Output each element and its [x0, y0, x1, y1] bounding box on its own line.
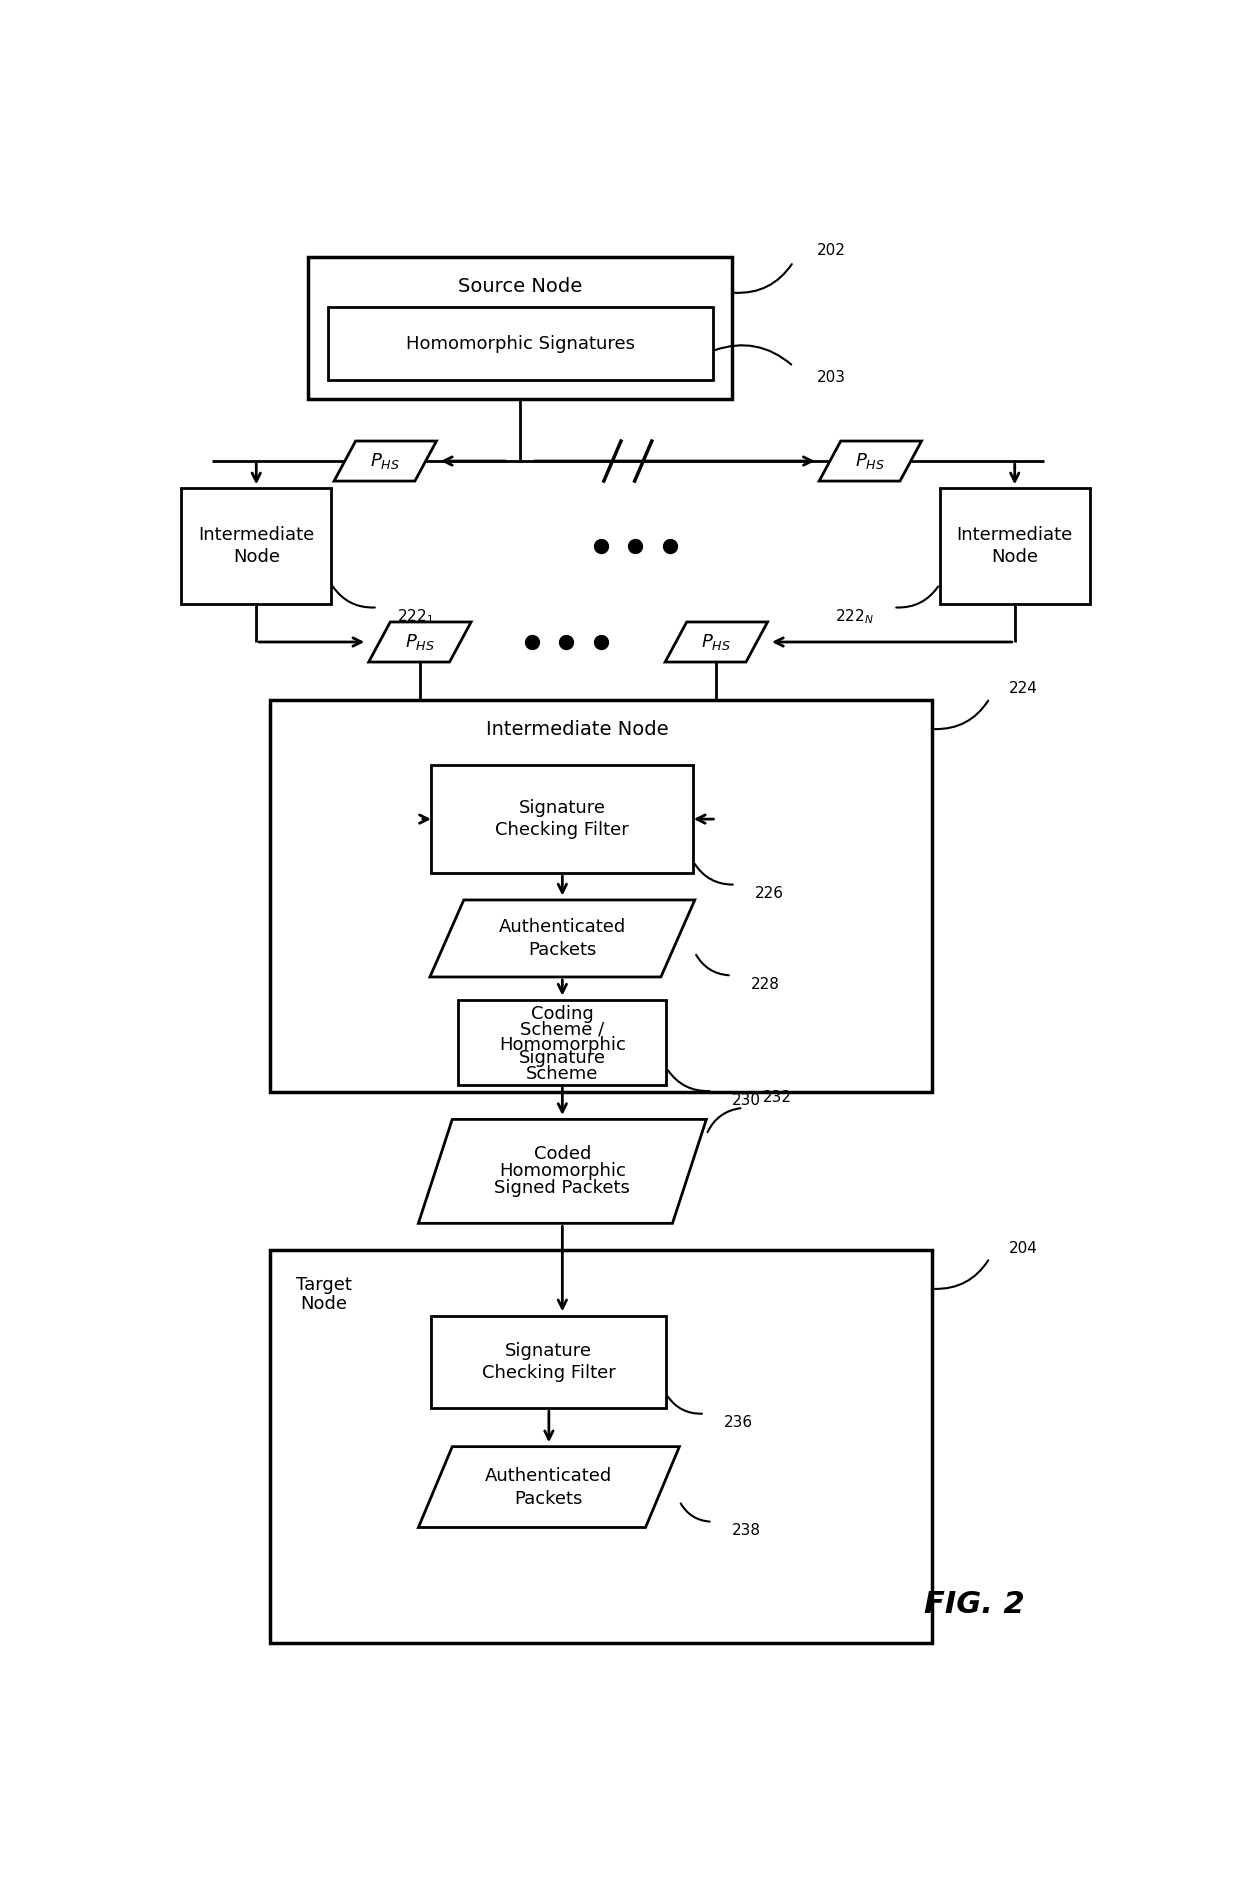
Text: Node: Node: [300, 1295, 347, 1314]
Polygon shape: [418, 1120, 707, 1223]
Text: Signature: Signature: [518, 799, 606, 818]
FancyBboxPatch shape: [940, 488, 1090, 603]
Text: Scheme /: Scheme /: [521, 1020, 604, 1039]
Text: 238: 238: [732, 1523, 761, 1538]
Polygon shape: [334, 441, 436, 481]
Text: $222_1$: $222_1$: [397, 607, 434, 626]
Text: Packets: Packets: [528, 941, 596, 959]
Polygon shape: [418, 1446, 680, 1527]
Text: 202: 202: [816, 243, 846, 258]
FancyBboxPatch shape: [459, 1001, 666, 1084]
FancyBboxPatch shape: [309, 256, 732, 400]
Text: Homomorphic Signatures: Homomorphic Signatures: [405, 336, 635, 352]
FancyBboxPatch shape: [327, 307, 713, 381]
Text: Intermediate Node: Intermediate Node: [486, 720, 670, 739]
Text: $P_{HS}$: $P_{HS}$: [702, 631, 732, 652]
Text: Coded: Coded: [533, 1146, 591, 1163]
Text: Coding: Coding: [531, 1005, 594, 1024]
Polygon shape: [430, 899, 694, 976]
Text: Scheme: Scheme: [526, 1065, 599, 1084]
Polygon shape: [665, 622, 768, 662]
FancyBboxPatch shape: [270, 699, 932, 1093]
Text: FIG. 2: FIG. 2: [924, 1591, 1024, 1619]
Text: Signature: Signature: [518, 1048, 606, 1067]
Text: 203: 203: [816, 369, 846, 385]
Text: 228: 228: [751, 976, 780, 992]
FancyBboxPatch shape: [181, 488, 331, 603]
FancyBboxPatch shape: [432, 765, 693, 873]
FancyBboxPatch shape: [432, 1316, 666, 1408]
Text: $P_{HS}$: $P_{HS}$: [405, 631, 435, 652]
Text: Node: Node: [991, 547, 1038, 566]
Polygon shape: [368, 622, 471, 662]
Text: Authenticated: Authenticated: [498, 918, 626, 935]
Text: Checking Filter: Checking Filter: [496, 820, 629, 839]
Text: Source Node: Source Node: [458, 277, 582, 296]
Text: 232: 232: [763, 1090, 791, 1105]
Text: Intermediate: Intermediate: [198, 526, 315, 545]
Text: $222_N$: $222_N$: [836, 607, 874, 626]
Text: Intermediate: Intermediate: [956, 526, 1073, 545]
Text: Signed Packets: Signed Packets: [495, 1180, 630, 1197]
Text: Node: Node: [233, 547, 280, 566]
Text: Signature: Signature: [506, 1342, 593, 1361]
Text: Authenticated: Authenticated: [485, 1467, 613, 1485]
Text: $P_{HS}$: $P_{HS}$: [371, 451, 401, 471]
Text: 236: 236: [724, 1416, 753, 1431]
Text: Homomorphic: Homomorphic: [498, 1163, 626, 1180]
Text: Packets: Packets: [515, 1489, 583, 1508]
Text: 204: 204: [1009, 1240, 1038, 1255]
Text: 226: 226: [755, 886, 784, 901]
Text: $P_{HS}$: $P_{HS}$: [856, 451, 885, 471]
Text: Checking Filter: Checking Filter: [482, 1363, 616, 1382]
Text: Homomorphic: Homomorphic: [498, 1037, 626, 1054]
Text: 230: 230: [732, 1093, 761, 1108]
Text: 224: 224: [1009, 682, 1038, 696]
Polygon shape: [820, 441, 921, 481]
Text: Target: Target: [295, 1276, 352, 1293]
FancyBboxPatch shape: [270, 1250, 932, 1644]
